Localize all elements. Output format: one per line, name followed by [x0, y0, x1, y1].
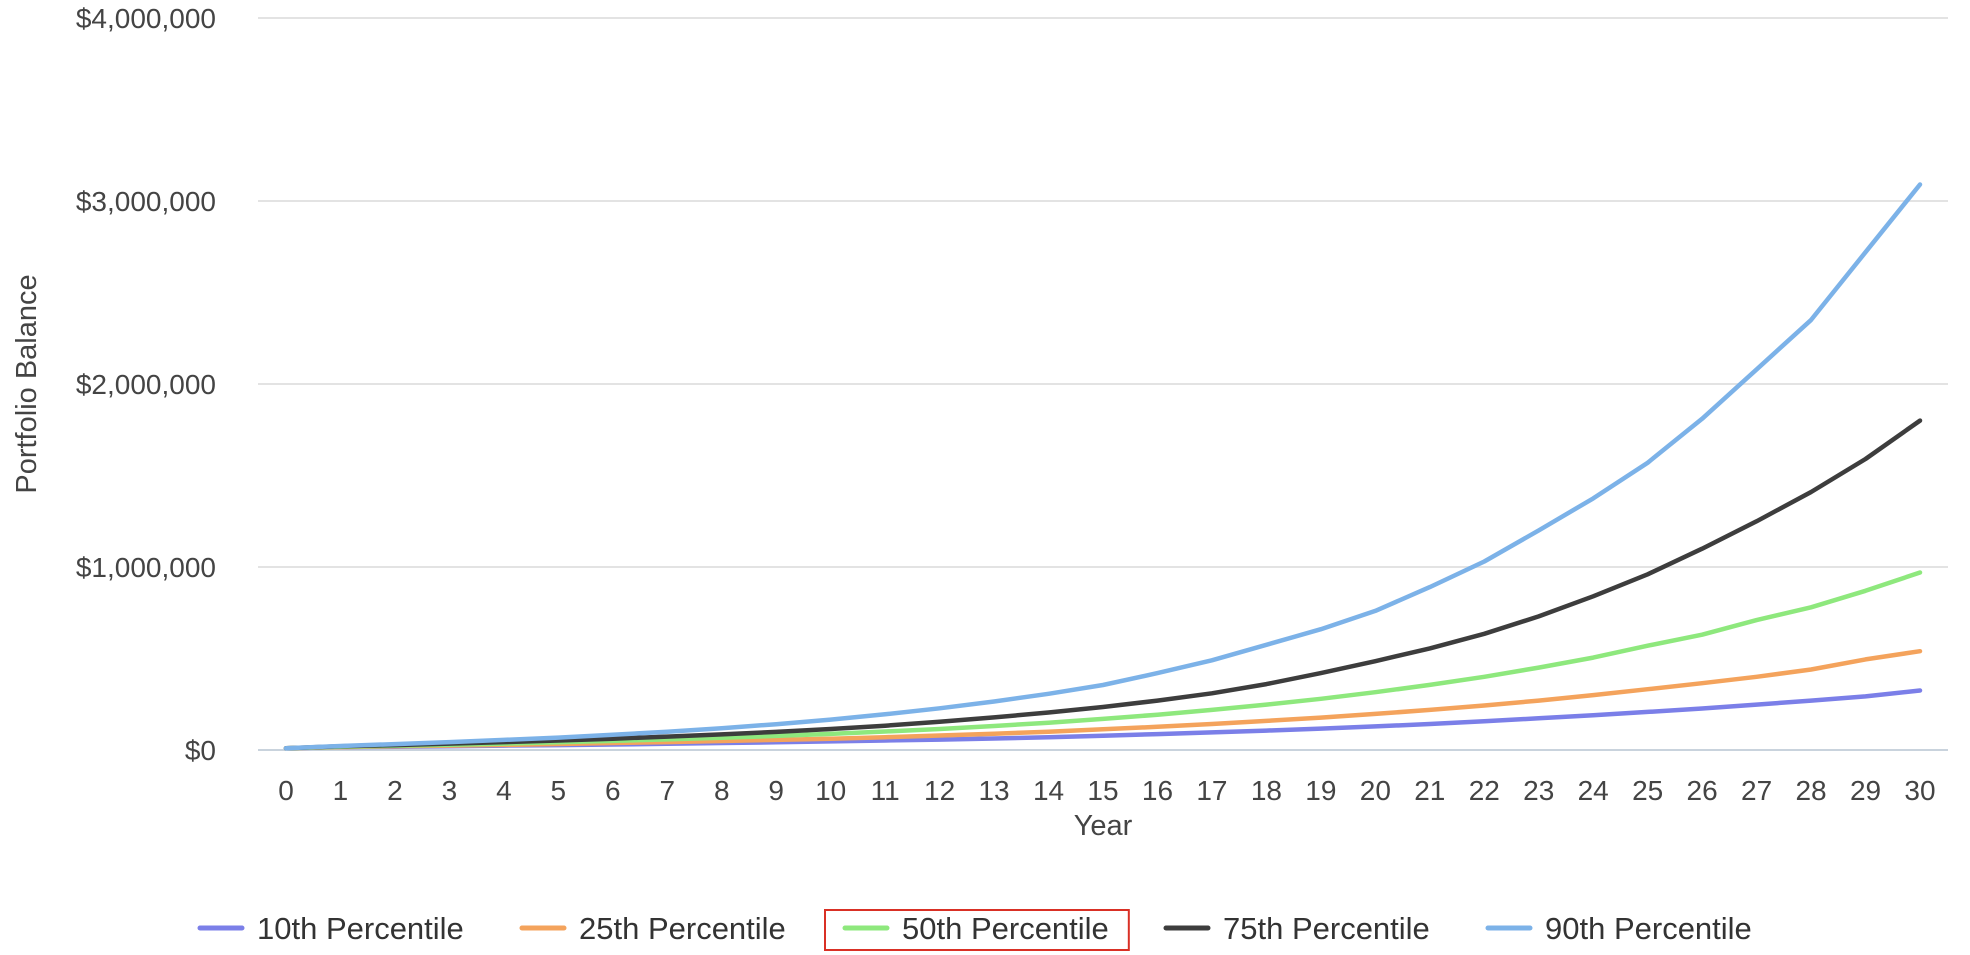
x-axis-title: Year: [1074, 810, 1133, 842]
x-tick-label: 7: [659, 775, 675, 806]
x-axis-tick-labels: 0 1 2 3 4 5 6 7 8 9 10 11 12 13 14 15 16 17 18 19 20 21 22 23 24…: [278, 775, 1935, 806]
legend-entry[interactable]: 75th Percentile: [1163, 911, 1430, 946]
x-tick-label: 28: [1795, 775, 1826, 806]
x-tick-label: 1: [333, 775, 349, 806]
x-tick-label: 21: [1414, 775, 1445, 806]
series-line-90th-percentile: [283, 182, 1923, 751]
y-tick-label: $1,000,000: [76, 552, 216, 583]
series-line-50th-percentile: [283, 570, 1923, 751]
y-tick-label: $0: [185, 735, 216, 766]
legend-entry[interactable]: 90th Percentile: [1485, 911, 1752, 946]
series-lines: [283, 182, 1923, 751]
x-tick-label: 17: [1196, 775, 1227, 806]
x-tick-label: 5: [551, 775, 567, 806]
x-tick-label: 13: [978, 775, 1009, 806]
legend: 10th Percentile 25th Percentile 50th Perce…: [197, 909, 1752, 951]
x-tick-label: 24: [1578, 775, 1609, 806]
legend-label: 50th Percentile: [902, 911, 1109, 946]
legend-entry[interactable]: 25th Percentile: [519, 911, 786, 946]
x-tick-label: 3: [442, 775, 458, 806]
x-tick-label: 26: [1687, 775, 1718, 806]
legend-label: 25th Percentile: [579, 911, 786, 946]
legend-entry[interactable]: 10th Percentile: [197, 911, 464, 946]
y-axis-tick-labels: $0 $1,000,000 $2,000,000 $3,000,000 $4,000,0…: [76, 3, 216, 766]
x-tick-label: 4: [496, 775, 512, 806]
x-tick-label: 23: [1523, 775, 1554, 806]
legend-label: 75th Percentile: [1223, 911, 1430, 946]
legend-label: 90th Percentile: [1545, 911, 1752, 946]
x-tick-label: 20: [1360, 775, 1391, 806]
x-tick-label: 9: [768, 775, 784, 806]
x-tick-label: 16: [1142, 775, 1173, 806]
x-tick-label: 8: [714, 775, 730, 806]
legend-entry[interactable]: 50th Percentile: [824, 909, 1130, 951]
x-tick-label: 22: [1469, 775, 1500, 806]
gridlines: [258, 17, 1948, 751]
x-tick-label: 25: [1632, 775, 1663, 806]
x-tick-label: 0: [278, 775, 294, 806]
x-tick-label: 27: [1741, 775, 1772, 806]
x-tick-label: 12: [924, 775, 955, 806]
y-tick-label: $4,000,000: [76, 3, 216, 34]
y-tick-label: $3,000,000: [76, 186, 216, 217]
x-tick-label: 14: [1033, 775, 1064, 806]
x-tick-label: 10: [815, 775, 846, 806]
x-tick-label: 2: [387, 775, 403, 806]
x-tick-label: 19: [1305, 775, 1336, 806]
legend-label: 10th Percentile: [257, 911, 464, 946]
x-tick-label: 6: [605, 775, 621, 806]
y-tick-label: $2,000,000: [76, 369, 216, 400]
y-axis-title: Portfolio Balance: [11, 274, 43, 493]
x-tick-label: 18: [1251, 775, 1282, 806]
legend-highlight-box: [824, 909, 1130, 951]
x-tick-label: 30: [1904, 775, 1935, 806]
x-tick-label: 15: [1087, 775, 1118, 806]
x-tick-label: 11: [871, 775, 900, 806]
series-line-75th-percentile: [283, 418, 1923, 751]
x-tick-label: 29: [1850, 775, 1881, 806]
